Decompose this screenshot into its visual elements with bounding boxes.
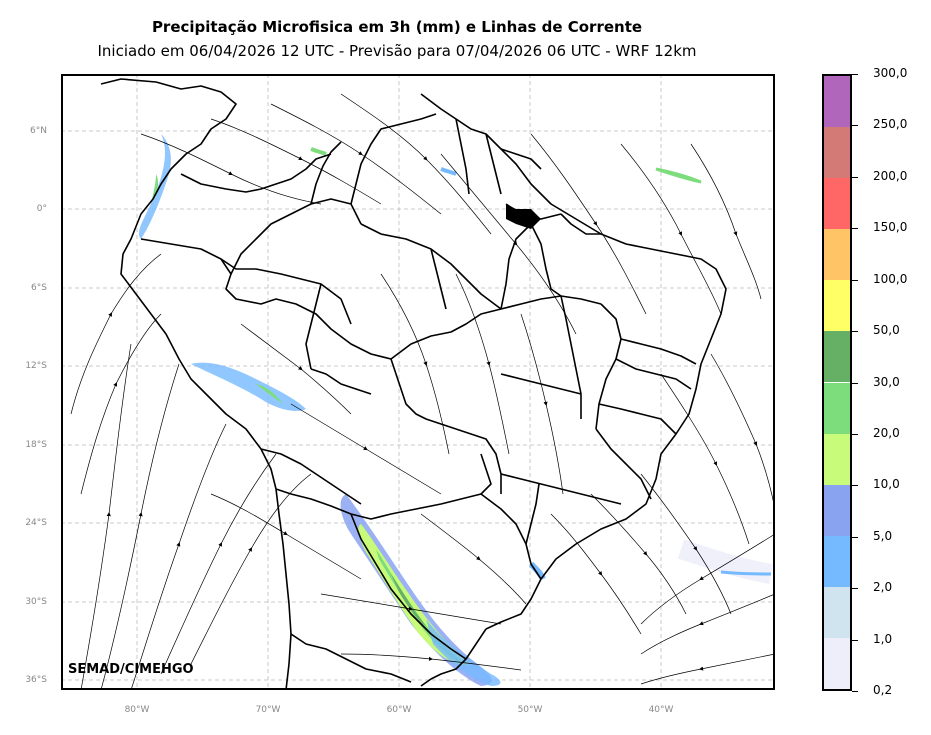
lon-label-70w: 70°W bbox=[255, 705, 281, 715]
colorbar-segment bbox=[824, 229, 850, 281]
lon-label-60w: 60°W bbox=[386, 705, 412, 715]
colorbar-tick bbox=[852, 176, 858, 178]
colorbar-segment bbox=[824, 433, 850, 485]
chart-title: Precipitação Microfisica em 3h (mm) e Li… bbox=[151, 18, 643, 36]
credit-label: SEMAD/CIMEHGO bbox=[68, 662, 194, 677]
lat-label-30s: 30°S bbox=[25, 597, 47, 607]
colorbar-tick bbox=[852, 639, 858, 641]
colorbar-tick bbox=[852, 588, 858, 590]
colorbar-label: 250,0 bbox=[873, 117, 908, 132]
colorbar-label: 30,0 bbox=[873, 374, 900, 389]
colorbar-segment bbox=[824, 331, 850, 383]
precipitation-field bbox=[138, 134, 773, 686]
colorbar-tick bbox=[852, 331, 858, 333]
lat-label-6n: 6°N bbox=[30, 126, 47, 136]
colorbar-tick bbox=[852, 228, 858, 230]
colorbar-tick bbox=[852, 485, 858, 487]
colorbar-label: 5,0 bbox=[873, 528, 893, 543]
colorbar-label: 0,2 bbox=[873, 683, 893, 697]
colorbar-tick bbox=[852, 691, 858, 692]
colorbar-segment bbox=[824, 76, 850, 128]
colorbar-label: 10,0 bbox=[873, 477, 900, 492]
colorbar-label: 150,0 bbox=[873, 220, 908, 235]
colorbar-tick bbox=[852, 433, 858, 435]
map-panel bbox=[61, 74, 775, 690]
colorbar-segment bbox=[824, 637, 850, 689]
colorbar-label: 100,0 bbox=[873, 271, 908, 286]
map-frame bbox=[61, 74, 775, 690]
lat-label-6s: 6°S bbox=[31, 283, 47, 293]
colorbar-label: 200,0 bbox=[873, 168, 908, 183]
lat-label-18s: 18°S bbox=[25, 440, 47, 450]
colorbar-segment bbox=[824, 382, 850, 434]
colorbar-label: 300,0 bbox=[873, 66, 908, 80]
colorbar-segment bbox=[824, 127, 850, 179]
colorbar-tick bbox=[852, 382, 858, 384]
lon-label-50w: 50°W bbox=[517, 705, 543, 715]
lat-label-0: 0° bbox=[36, 204, 47, 214]
amazon-delta bbox=[506, 204, 541, 229]
chart-subtitle: Iniciado em 06/04/2026 12 UTC - Previsão… bbox=[97, 42, 697, 60]
colorbar-tick bbox=[852, 125, 858, 127]
map-svg bbox=[61, 74, 775, 690]
colorbar-segment bbox=[824, 535, 850, 587]
colorbar-label: 2,0 bbox=[873, 580, 893, 595]
colorbar-segment bbox=[824, 178, 850, 230]
streamlines bbox=[70, 93, 775, 690]
colorbar-tick bbox=[852, 74, 858, 75]
lat-label-36s: 36°S bbox=[25, 675, 47, 685]
colorbar bbox=[822, 74, 852, 691]
colorbar-tick bbox=[852, 536, 858, 538]
colorbar-segment bbox=[824, 280, 850, 332]
lon-label-40w: 40°W bbox=[648, 705, 674, 715]
colorbar-segment bbox=[824, 586, 850, 638]
colorbar-label: 1,0 bbox=[873, 631, 893, 646]
lon-label-80w: 80°W bbox=[124, 705, 150, 715]
lat-label-24s: 24°S bbox=[25, 518, 47, 528]
colorbar-tick bbox=[852, 279, 858, 281]
lat-label-12s: 12°S bbox=[25, 361, 47, 371]
colorbar-label: 20,0 bbox=[873, 425, 900, 440]
colorbar-segment bbox=[824, 484, 850, 536]
colorbar-label: 50,0 bbox=[873, 323, 900, 338]
